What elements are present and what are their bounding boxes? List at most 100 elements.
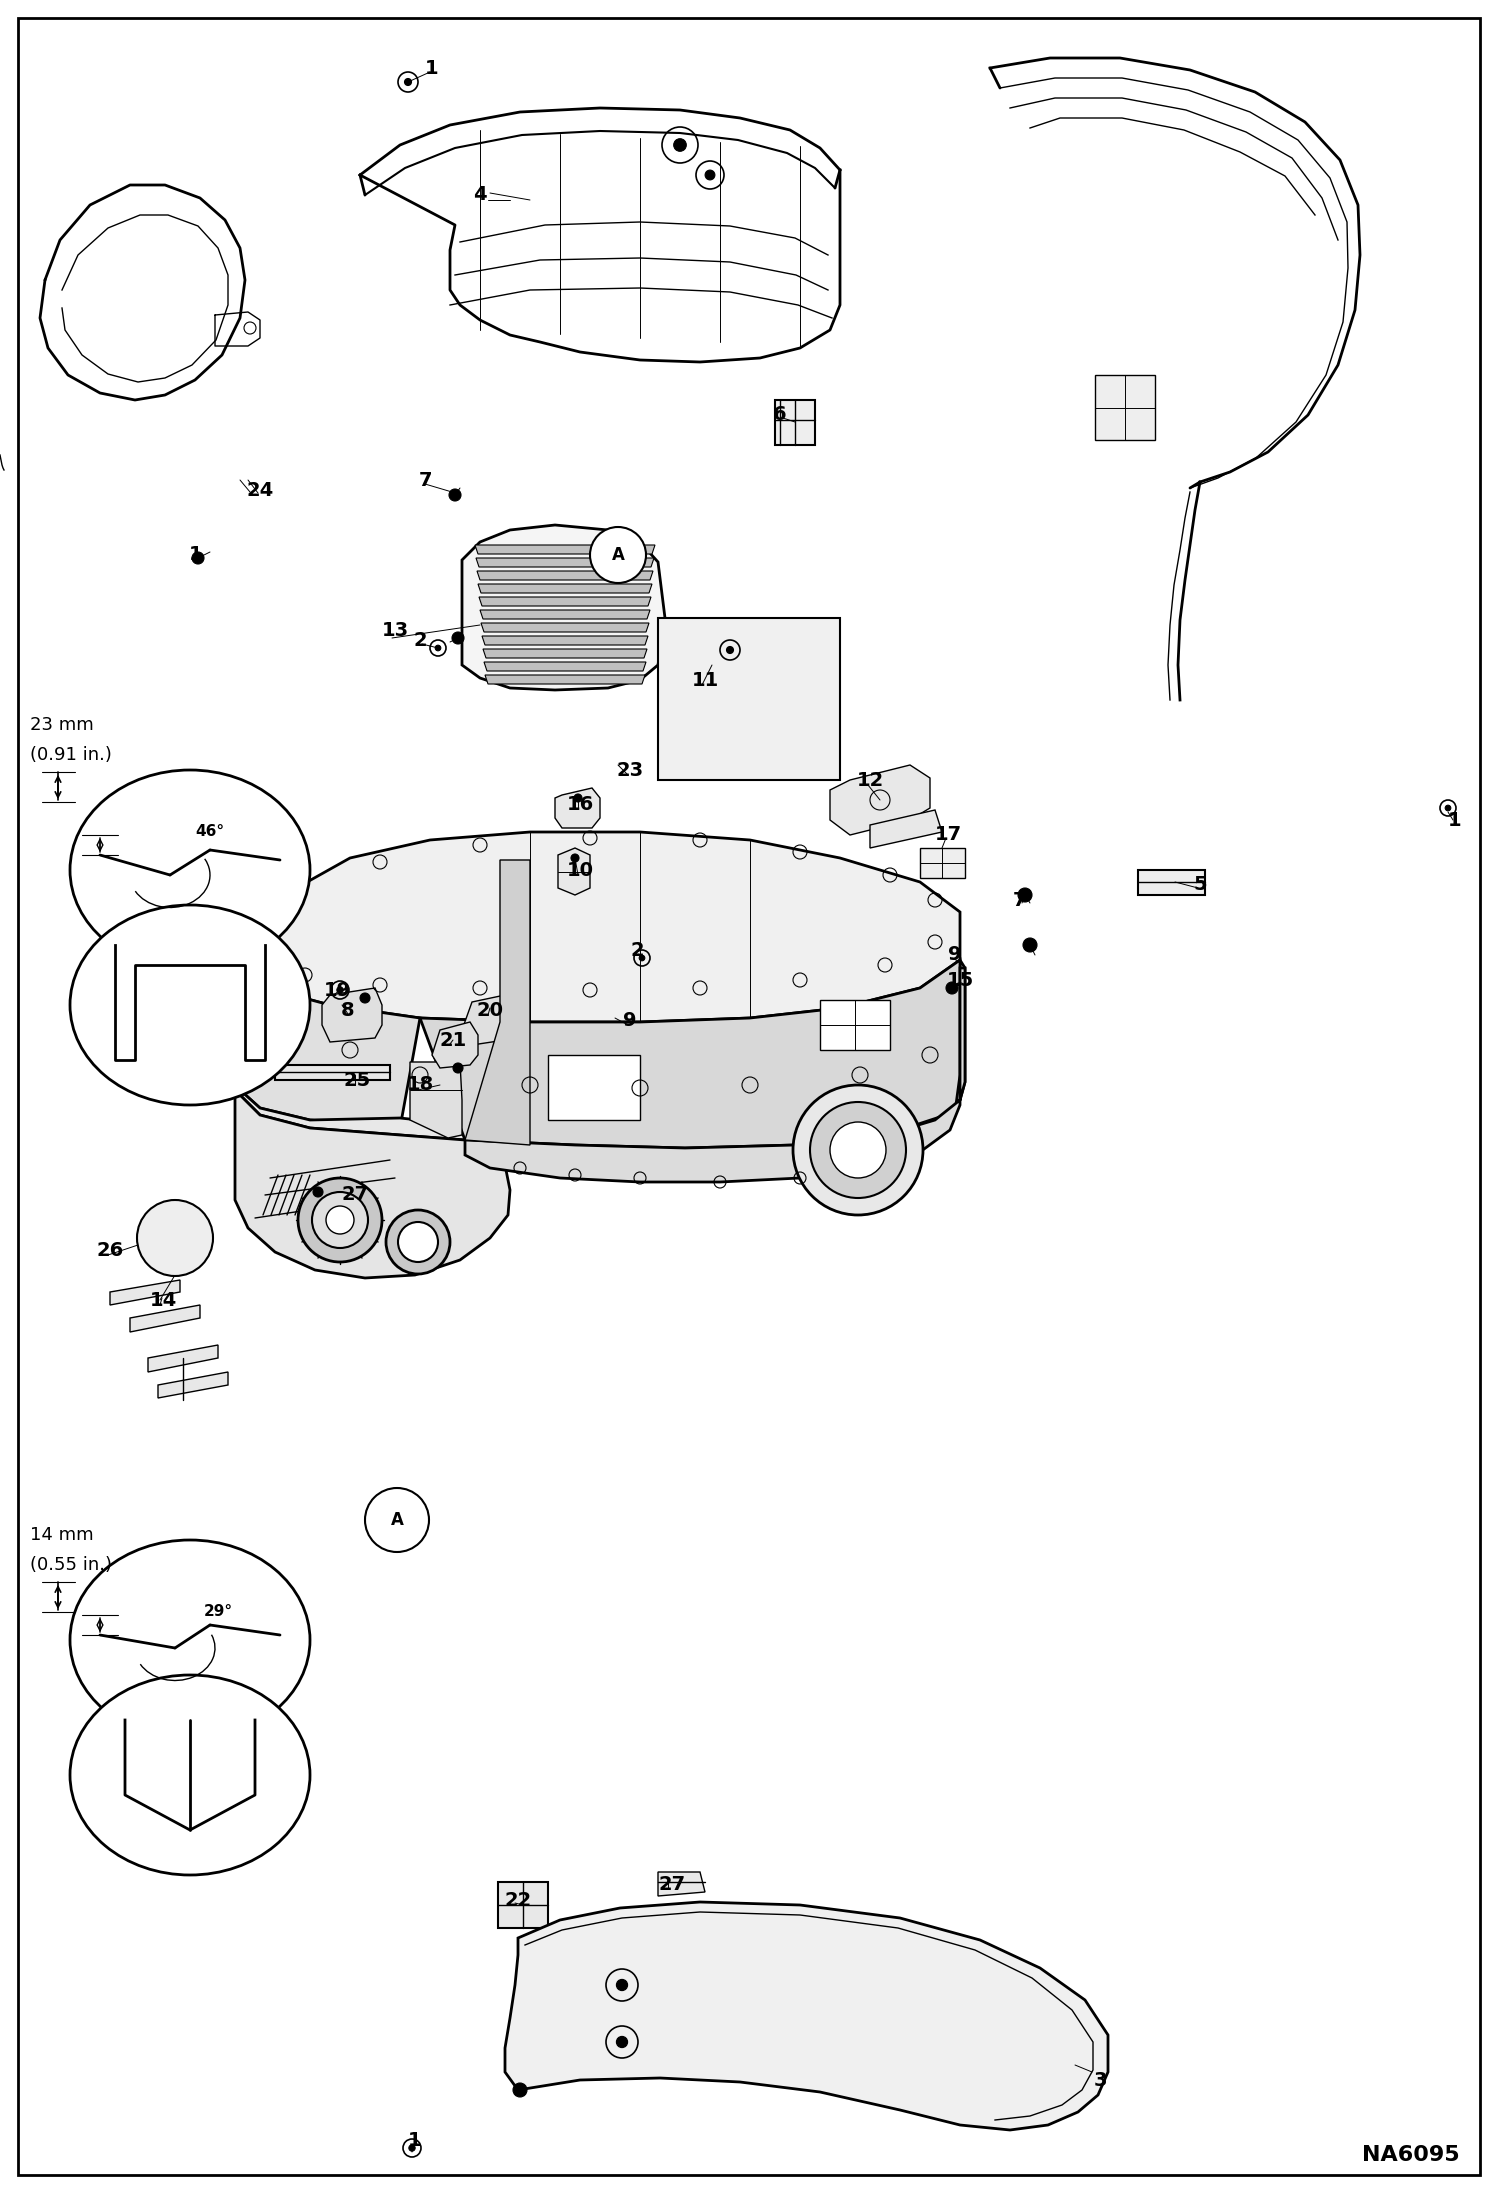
Text: 20: 20 bbox=[476, 1000, 503, 1020]
Circle shape bbox=[1019, 888, 1032, 901]
Text: 10: 10 bbox=[566, 860, 593, 879]
Text: 4: 4 bbox=[473, 186, 487, 204]
Circle shape bbox=[616, 1980, 628, 1991]
Ellipse shape bbox=[70, 1539, 310, 1739]
Ellipse shape bbox=[70, 770, 310, 969]
Polygon shape bbox=[322, 989, 382, 1042]
Text: 14 mm: 14 mm bbox=[30, 1526, 93, 1544]
Circle shape bbox=[360, 993, 370, 1002]
Polygon shape bbox=[478, 583, 652, 592]
Circle shape bbox=[674, 138, 686, 151]
Circle shape bbox=[192, 553, 204, 564]
Polygon shape bbox=[1095, 375, 1155, 441]
Text: (0.55 in.): (0.55 in.) bbox=[30, 1557, 112, 1575]
Polygon shape bbox=[235, 1068, 509, 1279]
Polygon shape bbox=[557, 849, 590, 895]
Polygon shape bbox=[819, 1000, 890, 1050]
Circle shape bbox=[810, 1103, 906, 1197]
Text: 7: 7 bbox=[418, 471, 431, 489]
Text: 18: 18 bbox=[406, 1075, 433, 1094]
Polygon shape bbox=[235, 899, 419, 1127]
Text: 1: 1 bbox=[407, 2132, 422, 2149]
Circle shape bbox=[136, 1200, 213, 1276]
Polygon shape bbox=[235, 961, 965, 1147]
Polygon shape bbox=[482, 636, 649, 645]
Text: A: A bbox=[391, 1511, 403, 1529]
Circle shape bbox=[640, 956, 644, 961]
Text: 14: 14 bbox=[150, 1289, 177, 1309]
Polygon shape bbox=[548, 1055, 640, 1121]
Text: 11: 11 bbox=[692, 671, 719, 689]
Polygon shape bbox=[658, 618, 840, 781]
Polygon shape bbox=[485, 675, 646, 684]
Circle shape bbox=[571, 853, 580, 862]
Circle shape bbox=[298, 1178, 382, 1261]
Text: 1: 1 bbox=[1449, 811, 1462, 829]
Text: 1: 1 bbox=[189, 546, 202, 564]
Text: 8: 8 bbox=[342, 1000, 355, 1020]
Polygon shape bbox=[130, 1305, 201, 1331]
Polygon shape bbox=[235, 831, 960, 1022]
Text: NA6095: NA6095 bbox=[1362, 2145, 1461, 2164]
Ellipse shape bbox=[70, 1675, 310, 1875]
Polygon shape bbox=[464, 967, 965, 1182]
Ellipse shape bbox=[70, 906, 310, 1105]
Text: 5: 5 bbox=[1194, 875, 1207, 895]
Polygon shape bbox=[431, 1022, 478, 1068]
Circle shape bbox=[792, 1086, 923, 1215]
Circle shape bbox=[947, 982, 959, 993]
Text: 2: 2 bbox=[631, 941, 644, 961]
Polygon shape bbox=[475, 546, 655, 555]
Polygon shape bbox=[830, 765, 930, 836]
Text: 7: 7 bbox=[1013, 890, 1026, 910]
Polygon shape bbox=[658, 1873, 706, 1897]
Text: 29°: 29° bbox=[204, 1605, 232, 1618]
Polygon shape bbox=[505, 1901, 1109, 2129]
Circle shape bbox=[1446, 805, 1450, 811]
Polygon shape bbox=[1138, 871, 1204, 895]
Text: 22: 22 bbox=[505, 1890, 532, 1910]
Circle shape bbox=[452, 1064, 463, 1072]
Polygon shape bbox=[461, 524, 665, 691]
Polygon shape bbox=[479, 596, 652, 605]
Polygon shape bbox=[476, 570, 653, 579]
Polygon shape bbox=[109, 1281, 180, 1305]
Polygon shape bbox=[479, 610, 650, 618]
Circle shape bbox=[452, 632, 464, 645]
Polygon shape bbox=[476, 557, 655, 568]
Circle shape bbox=[404, 79, 412, 86]
Polygon shape bbox=[461, 996, 512, 1046]
Text: 27: 27 bbox=[659, 1875, 686, 1895]
Circle shape bbox=[706, 171, 715, 180]
Polygon shape bbox=[310, 1193, 342, 1215]
Polygon shape bbox=[920, 849, 965, 877]
Circle shape bbox=[312, 1193, 369, 1248]
Text: 25: 25 bbox=[343, 1070, 370, 1090]
Circle shape bbox=[436, 645, 440, 651]
Circle shape bbox=[409, 2145, 415, 2151]
Text: 6: 6 bbox=[773, 406, 786, 425]
Circle shape bbox=[386, 1211, 449, 1274]
Polygon shape bbox=[481, 623, 649, 632]
Text: 16: 16 bbox=[566, 796, 593, 814]
Text: 15: 15 bbox=[947, 971, 974, 989]
Polygon shape bbox=[419, 961, 960, 1147]
Circle shape bbox=[313, 1186, 324, 1197]
Text: 17: 17 bbox=[935, 825, 962, 844]
Polygon shape bbox=[484, 662, 646, 671]
Circle shape bbox=[574, 794, 583, 803]
Text: 26: 26 bbox=[96, 1241, 124, 1259]
Polygon shape bbox=[774, 399, 815, 445]
Polygon shape bbox=[464, 860, 530, 1145]
Text: 23: 23 bbox=[617, 761, 644, 779]
Text: (0.91 in.): (0.91 in.) bbox=[30, 746, 112, 763]
Text: 1: 1 bbox=[425, 59, 439, 77]
Polygon shape bbox=[276, 1066, 389, 1079]
Circle shape bbox=[337, 987, 343, 993]
Circle shape bbox=[512, 2083, 527, 2097]
Polygon shape bbox=[497, 1882, 548, 1928]
Polygon shape bbox=[410, 1061, 461, 1138]
Circle shape bbox=[398, 1222, 437, 1261]
Polygon shape bbox=[482, 649, 647, 658]
Text: 9: 9 bbox=[948, 945, 962, 965]
